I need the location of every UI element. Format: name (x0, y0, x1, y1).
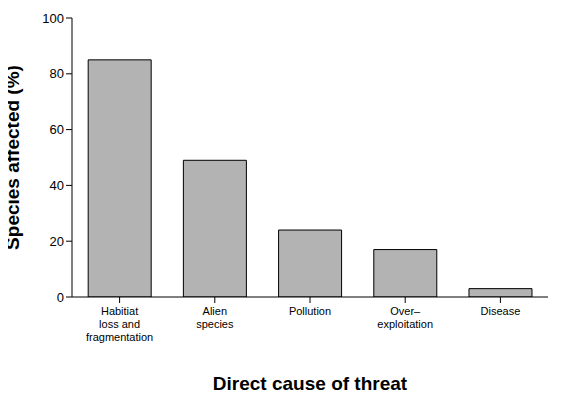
svg-text:Species affected (%): Species affected (%) (8, 65, 23, 250)
svg-text:Alienspecies: Alienspecies (196, 305, 234, 330)
svg-text:40: 40 (50, 178, 64, 193)
svg-text:Pollution: Pollution (289, 305, 331, 317)
svg-text:Disease: Disease (481, 305, 521, 317)
svg-text:Over–exploitation: Over–exploitation (377, 305, 433, 330)
svg-text:20: 20 (50, 234, 64, 249)
svg-text:Direct cause of threat: Direct cause of threat (213, 373, 408, 394)
svg-text:80: 80 (50, 66, 64, 81)
svg-text:0: 0 (57, 290, 64, 305)
svg-text:100: 100 (42, 11, 64, 26)
svg-text:60: 60 (50, 122, 64, 137)
svg-text:Habitiatloss andfragmentation: Habitiatloss andfragmentation (86, 305, 153, 343)
